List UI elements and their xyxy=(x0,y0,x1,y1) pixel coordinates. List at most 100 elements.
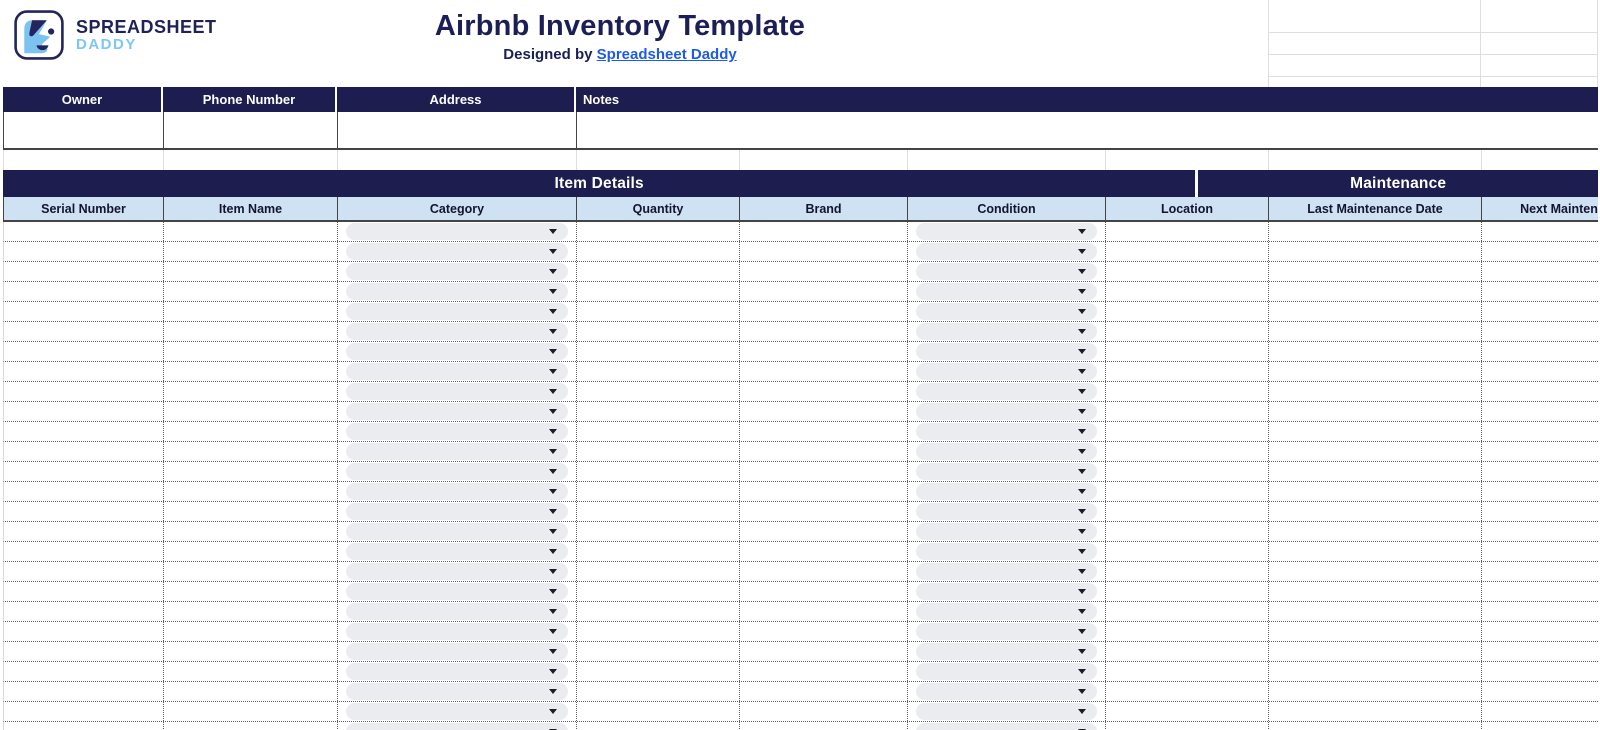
sheet-cell[interactable] xyxy=(1269,150,1482,170)
condition-dropdown[interactable] xyxy=(916,303,1097,320)
cell-last-maintenance-date[interactable] xyxy=(1269,642,1482,661)
cell-quantity[interactable] xyxy=(577,522,740,541)
cell-quantity[interactable] xyxy=(577,462,740,481)
category-dropdown[interactable] xyxy=(346,403,568,420)
category-dropdown[interactable] xyxy=(346,283,568,300)
category-dropdown[interactable] xyxy=(346,663,568,680)
condition-dropdown[interactable] xyxy=(916,603,1097,620)
cell-serial-number[interactable] xyxy=(4,342,164,361)
cell-location[interactable] xyxy=(1106,702,1269,721)
sheet-cell[interactable] xyxy=(1480,55,1598,77)
sheet-cell[interactable] xyxy=(1480,77,1598,87)
cell-next-maintenance-date[interactable] xyxy=(1482,542,1598,561)
cell-next-maintenance-date[interactable] xyxy=(1482,442,1598,461)
cell-condition[interactable] xyxy=(908,682,1106,701)
cell-next-maintenance-date[interactable] xyxy=(1482,262,1598,281)
cell-last-maintenance-date[interactable] xyxy=(1269,222,1482,241)
cell-serial-number[interactable] xyxy=(4,262,164,281)
cell-next-maintenance-date[interactable] xyxy=(1482,422,1598,441)
cell-brand[interactable] xyxy=(740,462,908,481)
cell-item-name[interactable] xyxy=(164,642,338,661)
category-dropdown[interactable] xyxy=(346,263,568,280)
cell-condition[interactable] xyxy=(908,382,1106,401)
cell-condition[interactable] xyxy=(908,342,1106,361)
cell-category[interactable] xyxy=(338,222,577,241)
cell-quantity[interactable] xyxy=(577,682,740,701)
owner-input[interactable] xyxy=(4,112,164,148)
cell-brand[interactable] xyxy=(740,402,908,421)
sheet-cell[interactable] xyxy=(908,150,1106,170)
cell-category[interactable] xyxy=(338,362,577,381)
cell-condition[interactable] xyxy=(908,282,1106,301)
cell-last-maintenance-date[interactable] xyxy=(1269,342,1482,361)
cell-brand[interactable] xyxy=(740,242,908,261)
cell-item-name[interactable] xyxy=(164,522,338,541)
cell-next-maintenance-date[interactable] xyxy=(1482,362,1598,381)
condition-dropdown[interactable] xyxy=(916,643,1097,660)
cell-brand[interactable] xyxy=(740,322,908,341)
cell-last-maintenance-date[interactable] xyxy=(1269,722,1482,730)
category-dropdown[interactable] xyxy=(346,703,568,720)
cell-brand[interactable] xyxy=(740,302,908,321)
cell-item-name[interactable] xyxy=(164,262,338,281)
cell-location[interactable] xyxy=(1106,362,1269,381)
condition-dropdown[interactable] xyxy=(916,363,1097,380)
cell-brand[interactable] xyxy=(740,702,908,721)
cell-condition[interactable] xyxy=(908,662,1106,681)
cell-last-maintenance-date[interactable] xyxy=(1269,502,1482,521)
cell-location[interactable] xyxy=(1106,522,1269,541)
cell-serial-number[interactable] xyxy=(4,542,164,561)
cell-category[interactable] xyxy=(338,542,577,561)
cell-last-maintenance-date[interactable] xyxy=(1269,482,1482,501)
condition-dropdown[interactable] xyxy=(916,663,1097,680)
cell-item-name[interactable] xyxy=(164,702,338,721)
cell-category[interactable] xyxy=(338,722,577,730)
cell-item-name[interactable] xyxy=(164,302,338,321)
cell-serial-number[interactable] xyxy=(4,702,164,721)
cell-next-maintenance-date[interactable] xyxy=(1482,482,1598,501)
cell-serial-number[interactable] xyxy=(4,462,164,481)
cell-item-name[interactable] xyxy=(164,622,338,641)
cell-item-name[interactable] xyxy=(164,322,338,341)
condition-dropdown[interactable] xyxy=(916,283,1097,300)
cell-serial-number[interactable] xyxy=(4,562,164,581)
cell-item-name[interactable] xyxy=(164,662,338,681)
cell-category[interactable] xyxy=(338,382,577,401)
cell-last-maintenance-date[interactable] xyxy=(1269,702,1482,721)
cell-quantity[interactable] xyxy=(577,702,740,721)
cell-next-maintenance-date[interactable] xyxy=(1482,502,1598,521)
condition-dropdown[interactable] xyxy=(916,523,1097,540)
cell-brand[interactable] xyxy=(740,682,908,701)
cell-location[interactable] xyxy=(1106,282,1269,301)
cell-quantity[interactable] xyxy=(577,442,740,461)
cell-last-maintenance-date[interactable] xyxy=(1269,302,1482,321)
cell-brand[interactable] xyxy=(740,502,908,521)
cell-last-maintenance-date[interactable] xyxy=(1269,582,1482,601)
category-dropdown[interactable] xyxy=(346,243,568,260)
cell-quantity[interactable] xyxy=(577,422,740,441)
cell-location[interactable] xyxy=(1106,422,1269,441)
cell-serial-number[interactable] xyxy=(4,522,164,541)
category-dropdown[interactable] xyxy=(346,563,568,580)
cell-next-maintenance-date[interactable] xyxy=(1482,222,1598,241)
cell-quantity[interactable] xyxy=(577,562,740,581)
cell-next-maintenance-date[interactable] xyxy=(1482,602,1598,621)
category-dropdown[interactable] xyxy=(346,463,568,480)
condition-dropdown[interactable] xyxy=(916,403,1097,420)
cell-brand[interactable] xyxy=(740,622,908,641)
cell-condition[interactable] xyxy=(908,722,1106,730)
sheet-cell[interactable] xyxy=(1482,150,1598,170)
cell-brand[interactable] xyxy=(740,662,908,681)
category-dropdown[interactable] xyxy=(346,223,568,240)
cell-brand[interactable] xyxy=(740,342,908,361)
cell-quantity[interactable] xyxy=(577,722,740,730)
cell-serial-number[interactable] xyxy=(4,382,164,401)
cell-next-maintenance-date[interactable] xyxy=(1482,722,1598,730)
cell-last-maintenance-date[interactable] xyxy=(1269,422,1482,441)
cell-next-maintenance-date[interactable] xyxy=(1482,242,1598,261)
cell-brand[interactable] xyxy=(740,442,908,461)
cell-category[interactable] xyxy=(338,502,577,521)
cell-item-name[interactable] xyxy=(164,482,338,501)
cell-location[interactable] xyxy=(1106,642,1269,661)
cell-serial-number[interactable] xyxy=(4,282,164,301)
